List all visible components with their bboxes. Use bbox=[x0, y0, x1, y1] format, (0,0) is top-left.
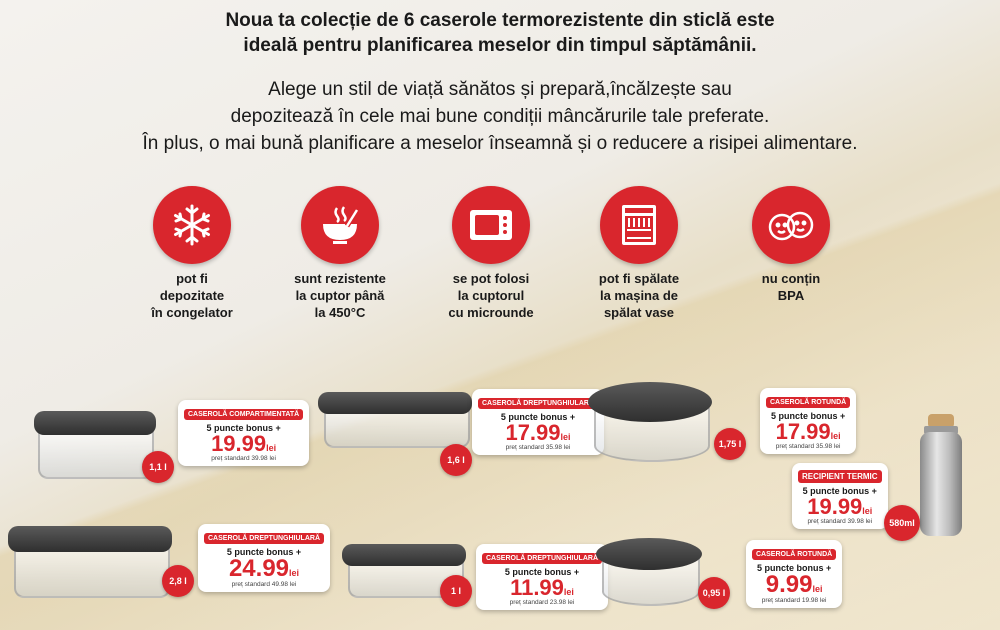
intro-heading: Noua ta colecție de 6 caserole termorezi… bbox=[0, 8, 1000, 58]
intro-text: Alege un stil de viață sănătos și prepar… bbox=[0, 76, 1000, 157]
feature-microwave: se pot folosi la cuptorul cu microunde bbox=[421, 186, 561, 321]
intro-line-2: ideală pentru planificarea meselor din t… bbox=[243, 35, 757, 56]
product-thermos[interactable] bbox=[918, 414, 964, 538]
snowflake-icon bbox=[153, 186, 231, 264]
price-tag: CASEROLĂ COMPARTIMENTATĂ 5 puncte bonus … bbox=[178, 400, 310, 466]
price-tag: CASEROLĂ DREPTUNGHIULARĂ 5 puncte bonus … bbox=[198, 524, 330, 592]
volume-badge: 580ml bbox=[884, 505, 920, 541]
feature-label: nu conțin BPA bbox=[761, 271, 821, 303]
volume-badge: 1,75 l bbox=[714, 428, 746, 460]
product-rect-container-2-8[interactable] bbox=[6, 522, 176, 602]
price-tag: CASEROLĂ DREPTUNGHIULARĂ 5 puncte bonus … bbox=[476, 544, 608, 610]
price-tag: CASEROLĂ ROTUNDĂ 5 puncte bonus + 9.99le… bbox=[746, 540, 843, 608]
product-round-container-0-95[interactable] bbox=[594, 536, 704, 611]
feature-label: pot fi spălate la mașina de spălat vase bbox=[598, 271, 680, 320]
microwave-icon bbox=[452, 186, 530, 264]
feature-dishwasher: pot fi spălate la mașina de spălat vase bbox=[569, 186, 709, 321]
intro-line-3: Alege un stil de viață sănătos și prepar… bbox=[268, 79, 732, 100]
feature-freezer: pot fi depozitate în congelator bbox=[122, 186, 262, 321]
price-tag: CASEROLĂ DREPTUNGHIULARĂ 5 puncte bonus … bbox=[472, 389, 604, 455]
intro-line-5: În plus, o mai bună planificare a meselo… bbox=[142, 133, 858, 154]
feature-oven: sunt rezistente la cuptor până la 450°C bbox=[270, 186, 410, 321]
intro-line-1: Noua ta colecție de 6 caserole termorezi… bbox=[225, 10, 775, 31]
dishwasher-icon bbox=[600, 186, 678, 264]
baby-faces-icon bbox=[752, 186, 830, 264]
volume-badge: 1 l bbox=[440, 575, 472, 607]
product-round-container-1-75[interactable] bbox=[586, 380, 716, 470]
price-tag: RECIPIENT TERMIC 5 puncte bonus + 19.99l… bbox=[792, 463, 888, 529]
volume-badge: 1,6 l bbox=[440, 444, 472, 476]
product-rect-container-1-6[interactable] bbox=[316, 388, 476, 448]
feature-label: se pot folosi la cuptorul cu microunde bbox=[448, 271, 534, 320]
product-compartmented-container[interactable] bbox=[30, 405, 160, 485]
feature-label: pot fi depozitate în congelator bbox=[151, 271, 233, 320]
intro-line-4: depozitează în cele mai bune condiții mâ… bbox=[230, 106, 770, 127]
feature-label: sunt rezistente la cuptor până la 450°C bbox=[294, 271, 386, 320]
volume-badge: 1,1 l bbox=[142, 451, 174, 483]
volume-badge: 2,8 l bbox=[162, 565, 194, 597]
bowl-icon bbox=[301, 186, 379, 264]
volume-badge: 0,95 l bbox=[698, 577, 730, 609]
feature-bpa: nu conțin BPA bbox=[721, 186, 861, 304]
price-tag: CASEROLĂ ROTUNDĂ 5 puncte bonus + 17.99l… bbox=[760, 388, 857, 454]
